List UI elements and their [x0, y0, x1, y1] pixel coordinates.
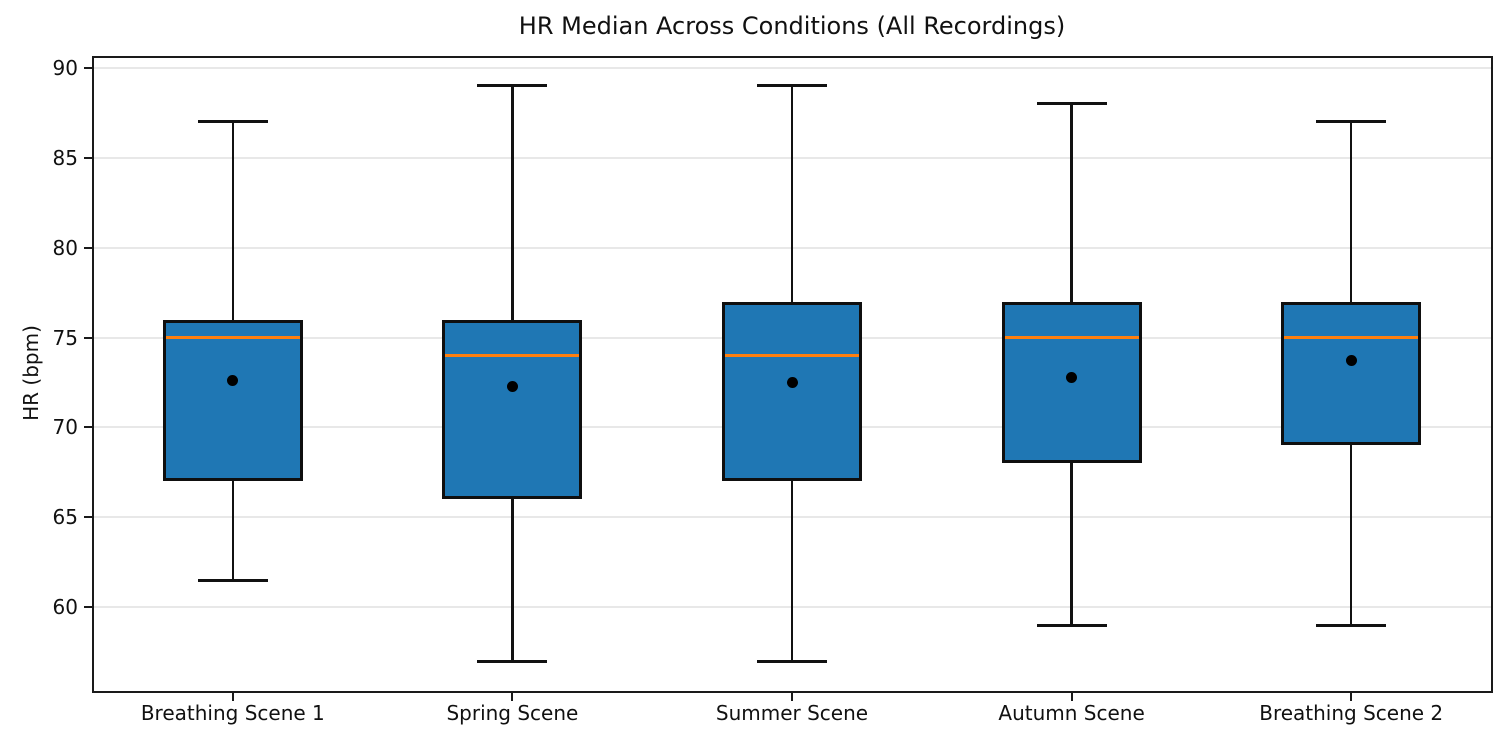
whisker-upper — [511, 85, 514, 320]
whisker-cap-lower — [1036, 623, 1107, 627]
box-1 — [442, 319, 583, 500]
y-tick-label-75: 75 — [52, 325, 78, 350]
y-tick-mark-60 — [84, 606, 92, 609]
whisker-cap-upper — [197, 120, 268, 124]
x-tick-mark-2 — [791, 693, 793, 701]
mean-marker-3 — [1066, 371, 1078, 383]
y-tick-label-85: 85 — [52, 145, 78, 170]
x-tick-label-4: Breathing Scene 2 — [1259, 701, 1444, 725]
whisker-lower — [511, 499, 514, 662]
x-tick-mark-3 — [1070, 693, 1073, 701]
chart-title: HR Median Across Conditions (All Recordi… — [518, 12, 1066, 40]
whisker-cap-upper — [1036, 102, 1107, 106]
y-tick-label-60: 60 — [52, 595, 78, 620]
box-2 — [722, 301, 862, 482]
y-tick-label-80: 80 — [52, 235, 78, 260]
whisker-lower — [790, 481, 794, 662]
box-0 — [162, 319, 303, 482]
y-tick-mark-85 — [84, 156, 92, 159]
y-tick-label-65: 65 — [52, 505, 78, 530]
median-line-3 — [1004, 336, 1139, 340]
y-tick-mark-90 — [84, 66, 92, 69]
whisker-cap-lower — [477, 659, 548, 663]
x-tick-label-2: Summer Scene — [715, 701, 869, 725]
y-tick-mark-65 — [84, 516, 92, 519]
median-line-1 — [445, 354, 580, 358]
x-tick-label-0: Breathing Scene 1 — [140, 701, 325, 725]
x-tick-mark-4 — [1350, 693, 1353, 701]
mean-marker-4 — [1345, 355, 1357, 367]
gridline-90 — [94, 66, 1491, 69]
whisker-cap-upper — [477, 84, 548, 88]
x-tick-label-1: Spring Scene — [446, 701, 579, 725]
whisker-upper — [790, 85, 794, 302]
whisker-lower — [231, 481, 235, 581]
y-tick-mark-70 — [84, 426, 92, 429]
whisker-cap-lower — [197, 578, 268, 582]
whisker-cap-lower — [1316, 623, 1387, 627]
mean-marker-1 — [506, 380, 518, 392]
whisker-upper — [1349, 121, 1353, 302]
box-4 — [1281, 301, 1422, 446]
whisker-lower — [1349, 445, 1353, 626]
y-tick-mark-80 — [84, 246, 92, 249]
y-tick-label-90: 90 — [52, 55, 78, 80]
whisker-cap-upper — [757, 84, 827, 88]
x-tick-label-3: Autumn Scene — [998, 701, 1145, 725]
whisker-cap-upper — [1316, 120, 1387, 124]
whisker-upper — [1070, 103, 1073, 302]
whisker-cap-lower — [757, 659, 827, 663]
whisker-lower — [1070, 463, 1073, 626]
plot-area — [92, 56, 1493, 693]
mean-marker-2 — [786, 376, 798, 388]
y-tick-label-70: 70 — [52, 415, 78, 440]
mean-marker-0 — [227, 375, 239, 387]
median-line-4 — [1284, 336, 1419, 340]
x-tick-mark-0 — [231, 693, 234, 701]
median-line-2 — [725, 354, 859, 358]
median-line-0 — [165, 336, 300, 340]
whisker-upper — [231, 121, 235, 320]
x-tick-mark-1 — [511, 693, 514, 701]
y-tick-mark-75 — [84, 336, 92, 339]
